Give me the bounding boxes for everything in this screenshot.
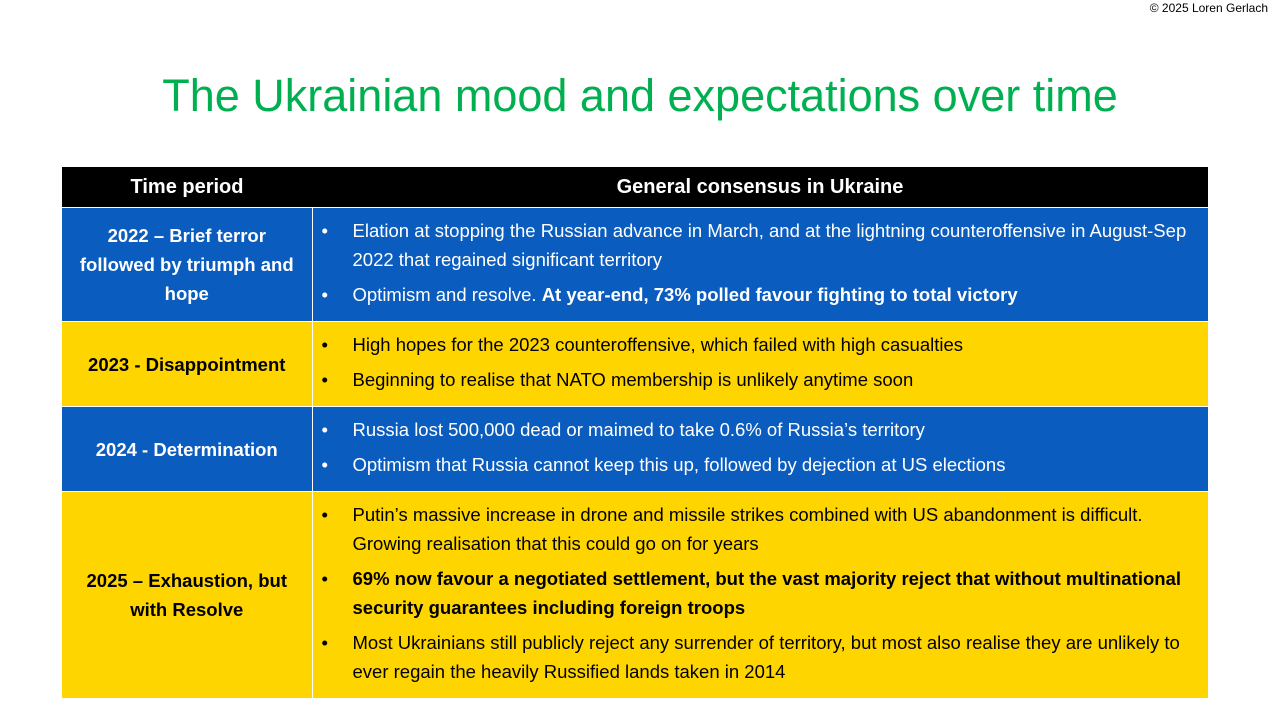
bullet: Russia lost 500,000 dead or maimed to ta… — [322, 415, 1189, 444]
bullet: Putin’s massive increase in drone and mi… — [322, 500, 1189, 558]
table-row: 2023 - Disappointment High hopes for the … — [62, 321, 1209, 407]
bullet: Most Ukrainians still publicly reject an… — [322, 628, 1189, 686]
table-body: 2022 – Brief terror followed by triumph … — [62, 207, 1209, 698]
bullet: Beginning to realise that NATO membershi… — [322, 365, 1189, 394]
bullet-text: Optimism that Russia cannot keep this up… — [352, 454, 1006, 475]
table-row: 2025 – Exhaustion, but with Resolve Putin… — [62, 491, 1209, 698]
consensus-cell: High hopes for the 2023 counteroffensive… — [312, 321, 1209, 407]
bullet: Optimism that Russia cannot keep this up… — [322, 450, 1189, 479]
bullet: Optimism and resolve. At year-end, 73% p… — [322, 280, 1189, 309]
table-row: 2024 - Determination Russia lost 500,000 … — [62, 406, 1209, 492]
consensus-cell: Elation at stopping the Russian advance … — [312, 207, 1209, 322]
bullet-list: Putin’s massive increase in drone and mi… — [313, 492, 1209, 698]
period-cell: 2025 – Exhaustion, but with Resolve — [62, 491, 313, 698]
bullet-bold-text: At year-end, 73% polled favour fighting … — [541, 284, 1018, 305]
bullet-bold-text: 69% now favour a negotiated settlement, … — [352, 568, 1182, 618]
bullet-text: Elation at stopping the Russian advance … — [352, 220, 1187, 270]
bullet-list: High hopes for the 2023 counteroffensive… — [313, 322, 1209, 406]
mood-table: Time period General consensus in Ukraine… — [62, 167, 1208, 698]
bullet-text: High hopes for the 2023 counteroffensive… — [352, 334, 964, 355]
bullet: 69% now favour a negotiated settlement, … — [322, 564, 1189, 622]
slide-title: The Ukrainian mood and expectations over… — [162, 70, 1118, 121]
header-row: Time period General consensus in Ukraine — [62, 167, 1208, 208]
bullet: High hopes for the 2023 counteroffensive… — [322, 330, 1189, 359]
bullet-list: Russia lost 500,000 dead or maimed to ta… — [313, 407, 1209, 491]
period-cell: 2023 - Disappointment — [62, 321, 313, 407]
consensus-cell: Russia lost 500,000 dead or maimed to ta… — [312, 406, 1209, 492]
period-cell: 2024 - Determination — [62, 406, 313, 492]
bullet: Elation at stopping the Russian advance … — [322, 216, 1189, 274]
bullet-text: Putin’s massive increase in drone and mi… — [352, 504, 1143, 554]
copyright: © 2025 Loren Gerlach — [1149, 1, 1268, 15]
bullet-text: Russia lost 500,000 dead or maimed to ta… — [352, 419, 925, 440]
bullet-text: Beginning to realise that NATO membershi… — [352, 369, 914, 390]
bullet-text: Most Ukrainians still publicly reject an… — [352, 632, 1180, 682]
table-row: 2022 – Brief terror followed by triumph … — [62, 207, 1209, 322]
bullet-text: Optimism and resolve. — [352, 284, 542, 305]
consensus-cell: Putin’s massive increase in drone and mi… — [312, 491, 1209, 698]
header-cell: General consensus in Ukraine — [312, 167, 1208, 208]
bullet-list: Elation at stopping the Russian advance … — [313, 208, 1209, 321]
header-cell: Time period — [62, 167, 312, 208]
period-cell: 2022 – Brief terror followed by triumph … — [62, 207, 313, 322]
